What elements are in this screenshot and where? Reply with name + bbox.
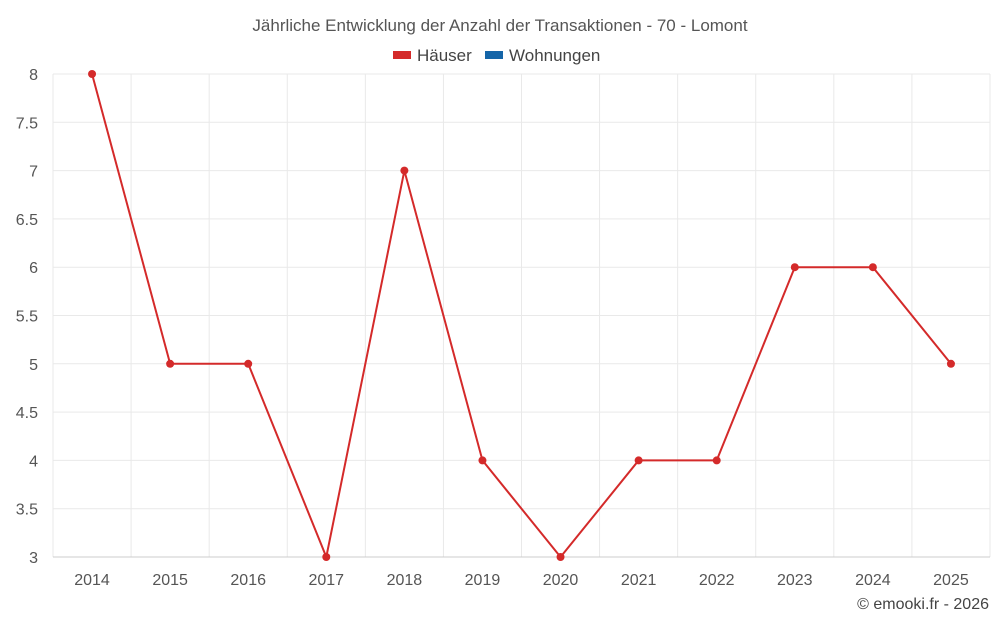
data-point-haeuser[interactable] [244, 359, 253, 368]
legend-item-haeuser[interactable]: Häuser [393, 46, 472, 65]
data-point-haeuser[interactable] [556, 553, 565, 561]
legend: Häuser Wohnungen [393, 46, 600, 65]
y-tick-label: 5.5 [16, 309, 38, 326]
x-tick-label: 2024 [855, 572, 891, 589]
y-tick-label: 5 [29, 357, 38, 374]
data-point-haeuser[interactable] [712, 456, 721, 465]
x-tick-label: 2018 [387, 572, 423, 589]
series-line-haeuser [91, 73, 952, 558]
legend-label-wohnungen: Wohnungen [509, 46, 600, 65]
x-tick-label: 2022 [699, 572, 735, 589]
x-axis-ticks: 2014 2015 2016 2017 2018 2019 2020 2021 2022 2023… [74, 572, 969, 589]
legend-label-haeuser: Häuser [417, 46, 472, 65]
credit-text: © emooki.fr - 2026 [857, 596, 989, 613]
data-point-haeuser[interactable] [868, 263, 877, 272]
y-axis-ticks: 3 3.5 4 4.5 5 5.5 6 6.5 7 7.5 8 [16, 67, 38, 567]
data-point-haeuser[interactable] [634, 456, 643, 465]
x-tick-label: 2025 [933, 572, 969, 589]
chart-title: Jährliche Entwicklung der Anzahl der Tra… [252, 16, 747, 35]
y-tick-label: 4 [29, 453, 38, 470]
y-tick-label: 6 [29, 260, 38, 277]
gridlines [52, 73, 991, 558]
legend-swatch-wohnungen [485, 51, 503, 59]
legend-swatch-haeuser [393, 51, 411, 59]
x-tick-label: 2021 [621, 572, 657, 589]
y-tick-label: 7 [29, 164, 38, 181]
y-tick-label: 4.5 [16, 405, 38, 422]
y-tick-label: 6.5 [16, 212, 38, 229]
legend-item-wohnungen[interactable]: Wohnungen [485, 46, 600, 65]
x-tick-label: 2014 [74, 572, 110, 589]
data-point-haeuser[interactable] [946, 359, 955, 368]
data-point-haeuser[interactable] [88, 70, 97, 78]
y-tick-label: 3 [29, 550, 38, 567]
data-point-haeuser[interactable] [322, 553, 331, 561]
x-tick-label: 2020 [543, 572, 579, 589]
x-tick-label: 2019 [465, 572, 501, 589]
data-point-haeuser[interactable] [478, 456, 487, 465]
data-point-haeuser[interactable] [790, 263, 799, 272]
x-tick-label: 2017 [308, 572, 344, 589]
x-tick-label: 2015 [152, 572, 188, 589]
series-haeuser [88, 70, 955, 561]
data-point-haeuser[interactable] [400, 166, 409, 175]
y-tick-label: 8 [29, 67, 38, 84]
data-point-haeuser[interactable] [166, 359, 175, 368]
y-tick-label: 3.5 [16, 502, 38, 519]
y-tick-label: 7.5 [16, 115, 38, 132]
x-tick-label: 2023 [777, 572, 813, 589]
x-tick-label: 2016 [230, 572, 266, 589]
